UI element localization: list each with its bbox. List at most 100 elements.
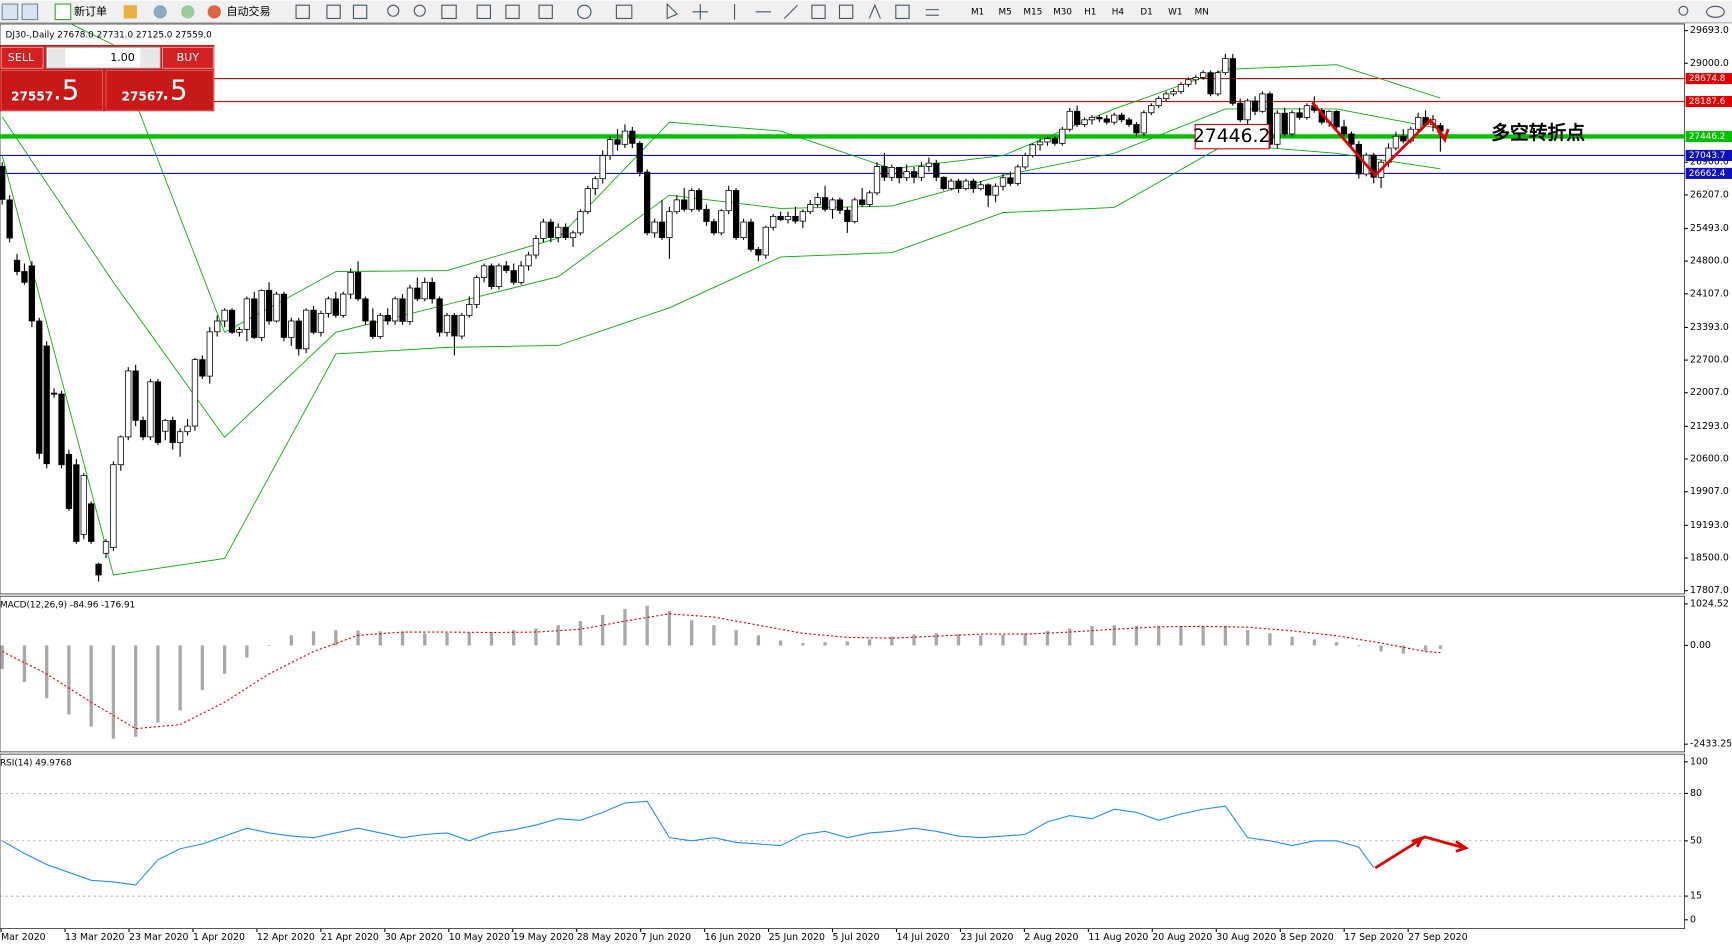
lots-down[interactable] — [47, 48, 66, 68]
icon[interactable] — [868, 3, 881, 19]
icon[interactable] — [352, 4, 368, 20]
icon[interactable] — [326, 4, 341, 20]
lots-value[interactable]: 1.00 — [110, 51, 135, 64]
icon[interactable] — [413, 4, 426, 17]
sell-label[interactable]: SELL — [8, 51, 35, 64]
search-icon[interactable] — [1678, 5, 1689, 16]
icon[interactable] — [387, 4, 400, 17]
ask-main[interactable]: 27567 — [122, 89, 164, 103]
y-tick-label: 25493.0 — [1690, 223, 1729, 234]
price-plot — [0, 23, 1685, 582]
candle-body — [851, 199, 858, 222]
icon[interactable] — [577, 4, 592, 20]
bid-main[interactable]: 27557 — [11, 89, 53, 103]
candle-body — [228, 309, 236, 333]
rsi-plot — [0, 793, 1685, 897]
icon[interactable] — [615, 4, 633, 20]
timeframe-button[interactable]: H4 — [1112, 7, 1125, 17]
timeframe-button[interactable]: W1 — [1168, 7, 1182, 17]
candle-body — [88, 503, 95, 542]
y-tick-label: 100 — [1690, 756, 1708, 767]
candle-body — [1244, 100, 1251, 121]
ask-frac[interactable]: .5 — [161, 73, 187, 106]
icon[interactable] — [295, 4, 310, 20]
icon[interactable] — [21, 3, 39, 21]
buy-label[interactable]: BUY — [177, 51, 200, 64]
candle-body — [747, 221, 755, 250]
candle-body — [1237, 102, 1244, 121]
icon[interactable] — [666, 2, 679, 20]
timeframe-button[interactable]: D1 — [1140, 7, 1152, 17]
macd-bar — [979, 635, 983, 646]
candle-body — [162, 420, 169, 432]
lots-input[interactable] — [45, 46, 161, 69]
icon[interactable] — [692, 4, 709, 20]
candle-body — [340, 293, 347, 316]
candle-body — [859, 199, 866, 205]
candle-body — [836, 199, 844, 211]
candle-body — [251, 298, 258, 338]
macd-bar — [1223, 625, 1228, 646]
icon[interactable] — [538, 4, 553, 20]
auto-trading-icon[interactable] — [207, 5, 221, 19]
timeframe-button[interactable]: M5 — [999, 7, 1012, 17]
y-tick-label: 29000.0 — [1690, 58, 1729, 69]
rsi-line — [1, 800, 1375, 886]
icon[interactable] — [476, 4, 491, 20]
macd-bar — [934, 633, 938, 646]
x-tick-label: Mar 2020 — [1, 932, 46, 943]
candle-body — [384, 314, 391, 322]
icon[interactable] — [441, 4, 457, 20]
icon[interactable] — [811, 4, 826, 20]
candle-body — [206, 331, 213, 377]
bid-frac[interactable]: .5 — [53, 73, 79, 106]
candle-body — [28, 265, 36, 322]
macd-bar — [601, 615, 605, 646]
icon[interactable] — [838, 4, 854, 20]
timeframe-bar: M1 M5 M15 M30 H1 H4 D1 W1 MN — [971, 7, 1209, 17]
timeframe-button[interactable]: M30 — [1053, 7, 1072, 17]
timeframe-button[interactable]: M1 — [971, 7, 984, 17]
candle-body — [873, 166, 881, 194]
new-order-button[interactable]: 新订单 — [74, 4, 107, 18]
macd-signal — [1, 613, 1441, 730]
timeframe-button[interactable]: MN — [1195, 7, 1209, 17]
rsi-arrow — [1374, 835, 1466, 870]
macd-bar — [156, 645, 160, 723]
timeframe-button[interactable]: M15 — [1023, 7, 1042, 17]
candle-body — [1066, 110, 1073, 130]
candle-body — [784, 216, 792, 221]
auto-trading-button[interactable]: 自动交易 — [226, 4, 270, 18]
candle-body — [547, 221, 554, 238]
y-tick-label: 29693.0 — [1690, 25, 1729, 36]
sell-button[interactable] — [0, 46, 44, 69]
icon[interactable] — [895, 4, 910, 20]
x-tick-label: 20 Aug 2020 — [1152, 932, 1212, 943]
price-level-label: 28187.6 — [1689, 97, 1726, 107]
icon[interactable] — [783, 4, 798, 19]
ask-box[interactable] — [105, 70, 214, 111]
icon[interactable] — [123, 5, 137, 19]
y-tick-label: 17807.0 — [1690, 585, 1729, 596]
candle-body — [362, 298, 369, 322]
macd-bar — [289, 635, 293, 646]
buy-button[interactable] — [162, 46, 214, 69]
one-click-trading-panel: SELL 1.00 BUY 27557 .5 27567 .5 — [0, 44, 215, 112]
lots-up[interactable] — [140, 48, 160, 68]
icon[interactable] — [153, 5, 167, 19]
timeframe-button[interactable]: H1 — [1084, 7, 1096, 17]
price-level-label: 27043.7 — [1689, 151, 1726, 161]
chat-icon[interactable] — [1706, 5, 1725, 18]
macd-bar — [22, 645, 27, 682]
icon[interactable] — [1, 3, 19, 21]
new-order-icon[interactable] — [54, 3, 72, 21]
macd-bar — [245, 645, 249, 658]
icon[interactable] — [181, 5, 195, 19]
price-level-label: 27446.2 — [1689, 132, 1726, 142]
icon[interactable] — [925, 9, 939, 16]
icon[interactable] — [505, 4, 520, 20]
candle-body — [6, 199, 13, 239]
bid-box[interactable] — [0, 70, 104, 111]
x-tick-label: 1 Apr 2020 — [193, 932, 245, 943]
candle-body — [310, 309, 317, 333]
